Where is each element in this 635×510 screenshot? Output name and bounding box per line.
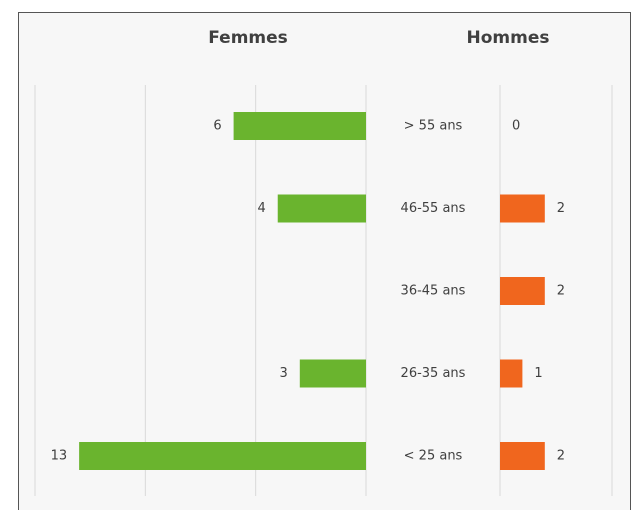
value-label: 6 (213, 119, 221, 134)
series-title: Hommes (467, 28, 550, 48)
value-label: 2 (557, 201, 565, 216)
category-label: < 25 ans (404, 449, 463, 464)
bar (299, 359, 366, 388)
value-label: 0 (512, 119, 520, 134)
category-label: 36-45 ans (401, 284, 466, 299)
value-label: 2 (557, 284, 565, 299)
category-label: 26-35 ans (401, 366, 466, 381)
value-label: 1 (534, 366, 542, 381)
bar (277, 194, 366, 223)
value-label: 13 (51, 449, 68, 464)
bar (500, 194, 545, 223)
value-label: 4 (257, 201, 265, 216)
bar (500, 442, 545, 470)
chart-frame (18, 12, 631, 510)
bar (233, 112, 366, 140)
bar (500, 277, 545, 305)
category-label: > 55 ans (404, 119, 463, 134)
value-label: 3 (280, 366, 288, 381)
bar (79, 442, 366, 470)
value-label: 2 (557, 449, 565, 464)
series-title: Femmes (208, 28, 288, 48)
category-label: 46-55 ans (401, 201, 466, 216)
bar (500, 359, 523, 388)
